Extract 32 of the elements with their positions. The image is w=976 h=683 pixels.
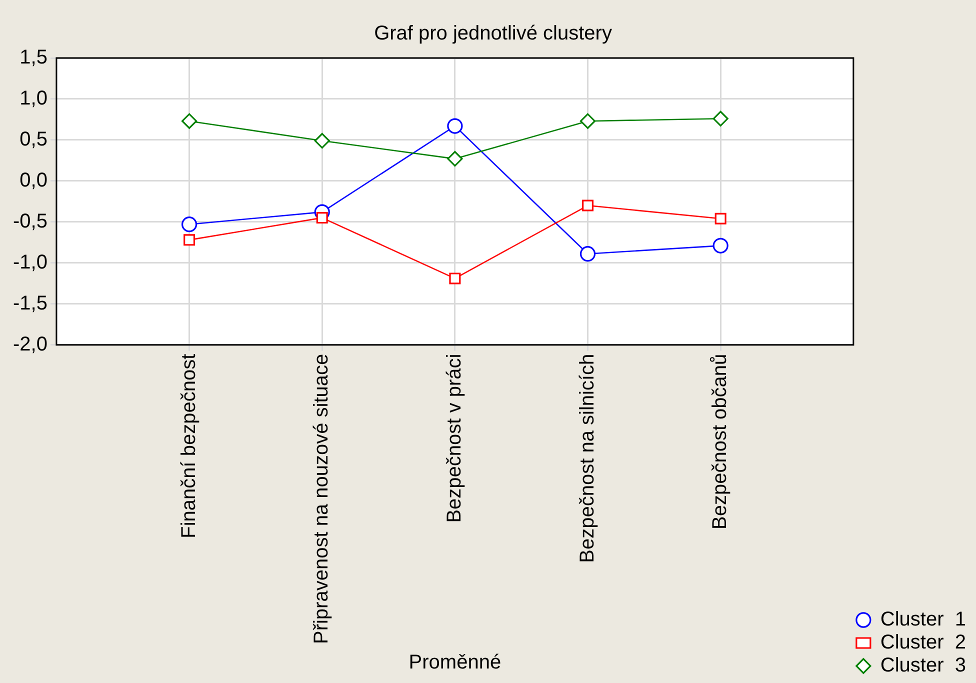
x-tick-label: Bezpečnost občanů — [709, 354, 732, 530]
y-tick-label: 1,0 — [20, 87, 48, 110]
legend-label: Cluster 3 — [880, 654, 966, 677]
legend-label: Cluster 2 — [880, 632, 966, 654]
point — [316, 212, 328, 224]
point — [181, 216, 198, 232]
x-axis-title: Proměnné — [408, 652, 502, 674]
point — [714, 212, 726, 224]
point — [712, 110, 728, 126]
y-tick-label: -0,5 — [12, 210, 48, 232]
point — [314, 132, 330, 149]
point — [184, 234, 196, 246]
point — [580, 113, 596, 129]
point — [712, 238, 728, 254]
point — [580, 246, 596, 262]
x-tick-label: Bezpečnost v práci — [443, 354, 466, 523]
y-tick-label: -2,0 — [12, 333, 48, 356]
y-tick-label: 0,5 — [20, 128, 48, 150]
chart-title: Graf pro jednotlivé clustery — [374, 22, 612, 45]
point — [447, 151, 463, 167]
y-tick-label: 1,5 — [20, 46, 48, 69]
x-tick-label: Připravenost na nouzové situace — [310, 354, 333, 644]
y-tick-label: 0,0 — [20, 169, 48, 192]
point — [582, 200, 594, 212]
legend-label: Cluster 1 — [880, 608, 966, 631]
point — [449, 272, 461, 284]
x-tick-label: Bezpečnost na silnicích — [576, 354, 598, 563]
x-tick-label: Finanční bezpečnost — [178, 353, 200, 538]
point — [181, 113, 198, 129]
point — [447, 118, 463, 134]
y-tick-label: -1,5 — [12, 292, 48, 314]
y-tick-label: -1,0 — [12, 251, 48, 274]
